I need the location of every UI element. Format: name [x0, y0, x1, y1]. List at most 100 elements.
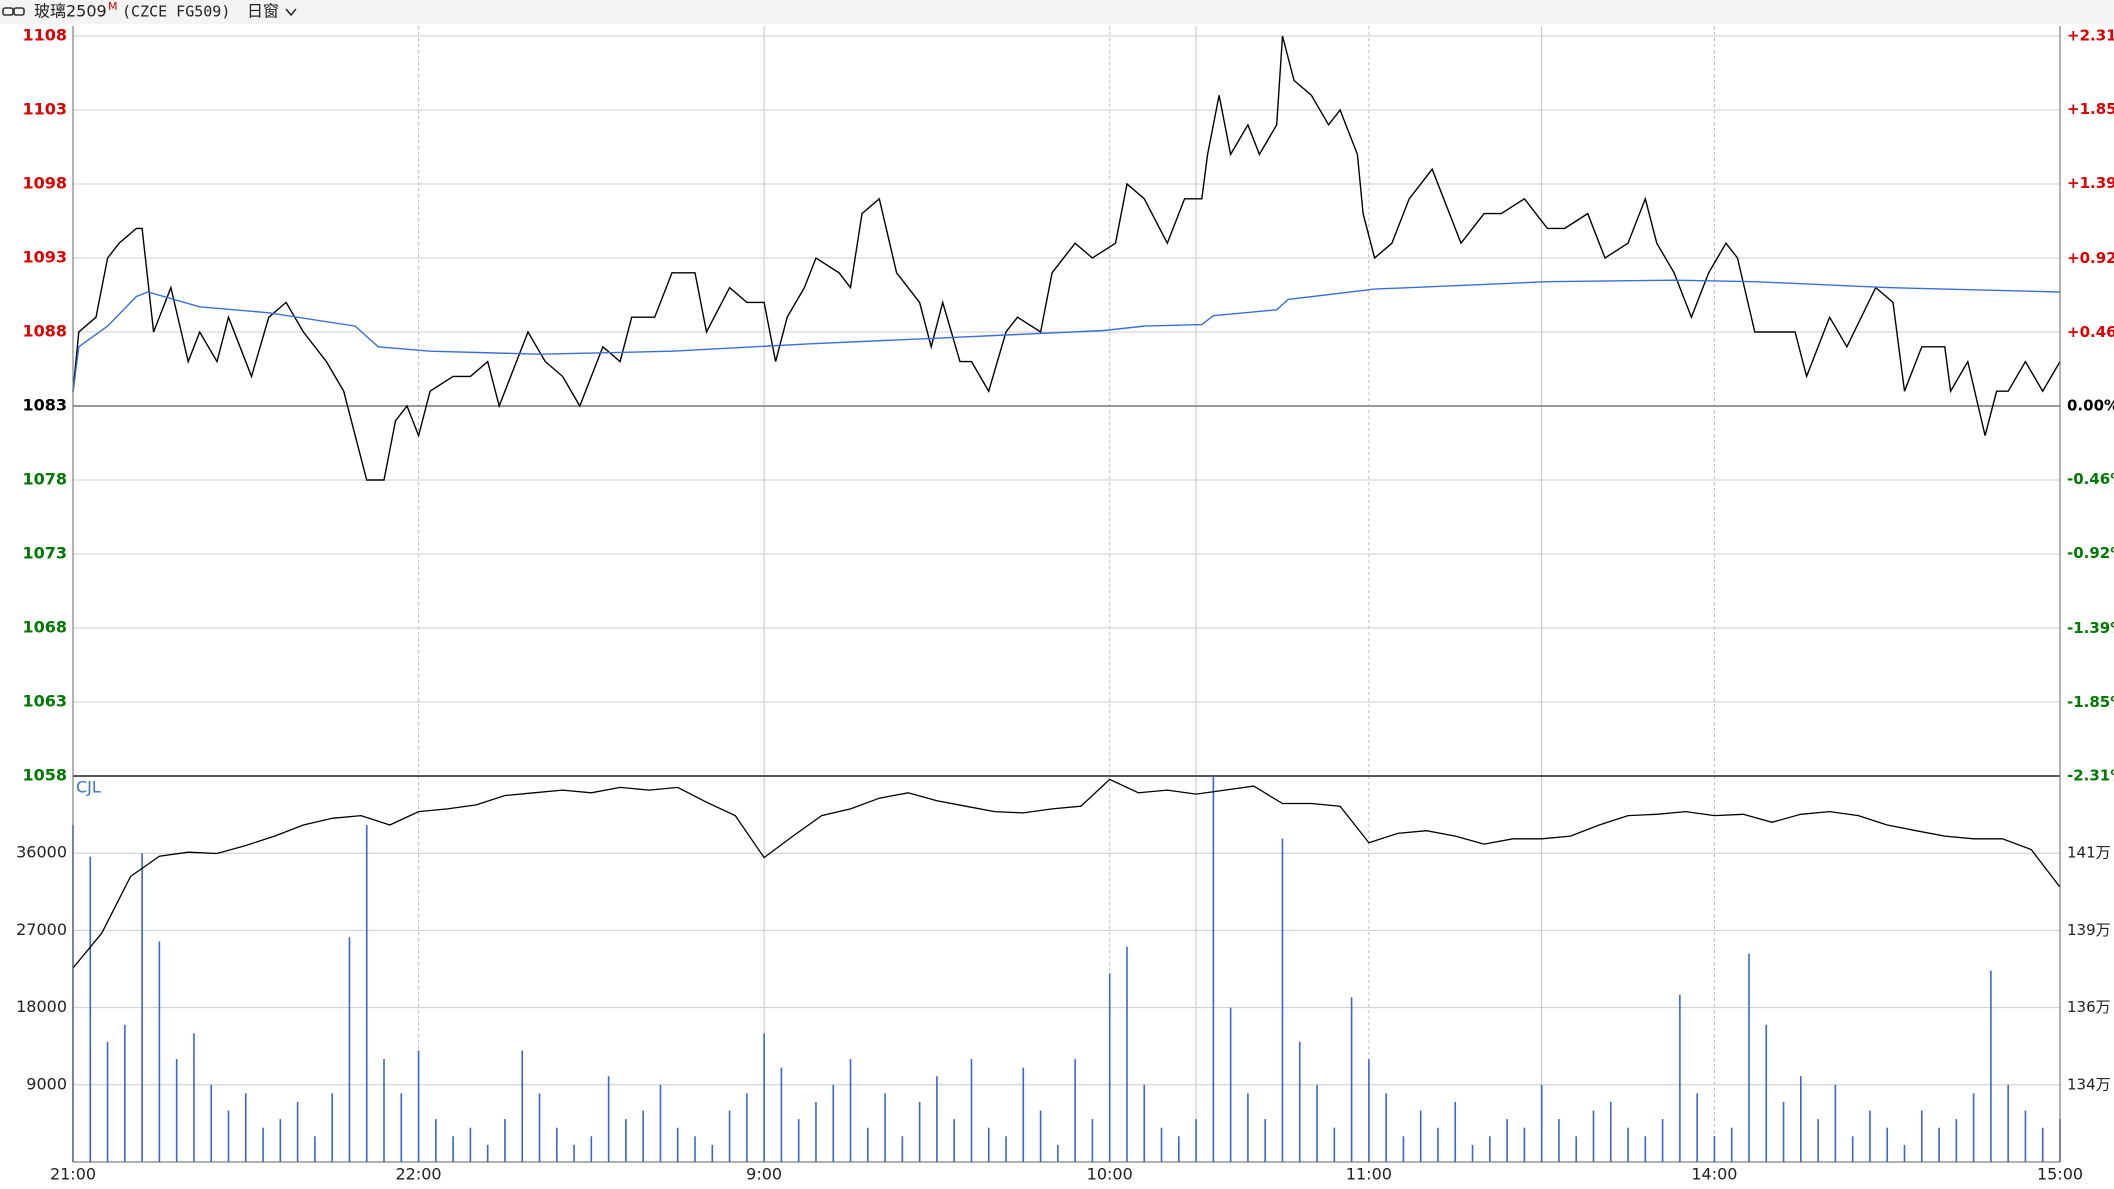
- volume-bar: [521, 1050, 524, 1162]
- symbol-name[interactable]: 玻璃2509: [34, 2, 107, 21]
- volume-bar: [1264, 1119, 1266, 1162]
- volume-bar: [314, 1136, 316, 1162]
- volume-bar: [331, 1093, 333, 1162]
- volume-bar: [849, 1059, 852, 1162]
- volume-bar: [1730, 1127, 1733, 1162]
- volume-bar: [1990, 970, 1992, 1162]
- volume-bar: [797, 1119, 800, 1162]
- y2-tick-label: +0.46%: [2067, 323, 2114, 341]
- volume-bar: [1108, 973, 1111, 1162]
- volume-bar: [1782, 1101, 1785, 1162]
- volume-bar: [1229, 1007, 1232, 1162]
- volume-bar: [1022, 1067, 1025, 1162]
- volume-bar: [227, 1110, 230, 1162]
- volume-bar: [1713, 1136, 1716, 1162]
- volume-bar: [1402, 1136, 1405, 1162]
- volume-bar: [1920, 1110, 1923, 1162]
- volume-bar: [210, 1084, 213, 1162]
- volume-bar: [158, 941, 161, 1162]
- volume-bar: [469, 1127, 472, 1162]
- volume-bar: [279, 1119, 282, 1162]
- symbol-code: (CZCE FG509): [122, 3, 230, 21]
- x-tick-label: 22:00: [396, 1165, 442, 1184]
- y-tick-label: 36000: [16, 843, 67, 862]
- y2-tick-label: 134万: [2067, 1075, 2111, 1093]
- volume-bar: [901, 1136, 904, 1162]
- volume-bar: [953, 1119, 955, 1162]
- y2-tick-label: -1.39%: [2067, 619, 2114, 637]
- link-icon: [2, 7, 25, 16]
- volume-bar: [1817, 1119, 1819, 1162]
- volume-bar: [555, 1127, 558, 1162]
- x-tick-label: 9:00: [746, 1165, 782, 1184]
- volume-bar: [1851, 1136, 1854, 1162]
- volume-bar: [780, 1067, 783, 1162]
- volume-bar: [1039, 1110, 1042, 1162]
- y-tick-label: 1058: [22, 766, 67, 785]
- volume-bar: [1074, 1059, 1076, 1162]
- volume-bar: [1350, 997, 1353, 1162]
- volume-bar: [728, 1110, 731, 1162]
- volume-bar: [2024, 1110, 2027, 1162]
- y2-tick-label: -1.85%: [2067, 693, 2114, 711]
- volume-bar: [2007, 1084, 2009, 1162]
- y2-tick-label: -0.46%: [2067, 470, 2114, 488]
- volume-bar: [1333, 1127, 1336, 1162]
- period-selector[interactable]: 日窗: [247, 2, 279, 21]
- volume-bar: [711, 1144, 714, 1162]
- volume-bar: [348, 937, 351, 1162]
- volume-bar: [417, 1050, 420, 1162]
- y-tick-label: 1098: [22, 174, 67, 193]
- volume-bar: [452, 1136, 454, 1162]
- volume-bar: [832, 1084, 835, 1162]
- volume-bar: [1178, 1136, 1180, 1162]
- volume-bar: [573, 1144, 575, 1162]
- open-interest-line: [72, 778, 2061, 969]
- volume-bar: [296, 1101, 299, 1162]
- volume-bar: [124, 1024, 126, 1162]
- volume-bar: [1298, 1041, 1301, 1162]
- volume-bar: [1385, 1093, 1387, 1162]
- volume-bar: [538, 1093, 541, 1162]
- y2-tick-label: 136万: [2067, 998, 2111, 1016]
- volume-bar: [1938, 1127, 1940, 1162]
- volume-bar: [987, 1127, 990, 1162]
- price-line: [72, 279, 2061, 393]
- volume-bar: [1592, 1110, 1595, 1162]
- y2-tick-label: +1.85%: [2067, 100, 2114, 118]
- volume-bar: [1627, 1127, 1629, 1162]
- volume-bar: [918, 1101, 921, 1162]
- volume-bar: [1765, 1024, 1768, 1162]
- volume-label: CJL: [76, 778, 101, 797]
- dropdown-arrow[interactable]: [285, 8, 297, 17]
- y-tick-label: 1083: [22, 396, 67, 415]
- volume-bar: [676, 1127, 679, 1162]
- volume-bar: [89, 856, 92, 1162]
- volume-bar: [1886, 1127, 1889, 1162]
- volume-bar: [1368, 1059, 1370, 1162]
- volume-bar: [1212, 776, 1215, 1162]
- volume-bar: [1834, 1084, 1837, 1162]
- volume-bar: [193, 1033, 195, 1162]
- volume-bar: [262, 1127, 264, 1162]
- y-tick-label: 1108: [22, 26, 67, 45]
- volume-bar: [659, 1084, 662, 1162]
- volume-bar: [970, 1059, 973, 1162]
- price-line: [72, 35, 2061, 481]
- y2-tick-label: 0.00%: [2067, 397, 2114, 415]
- volume-bar: [1419, 1110, 1422, 1162]
- volume-bar: [1955, 1119, 1958, 1162]
- volume-bar: [1575, 1136, 1578, 1162]
- volume-bar: [1679, 994, 1681, 1162]
- volume-bar: [1800, 1076, 1802, 1162]
- volume-bar: [607, 1076, 610, 1162]
- volume-bar: [175, 1059, 178, 1162]
- x-tick-label: 15:00: [2037, 1165, 2083, 1184]
- volume-bar: [106, 1041, 109, 1162]
- y-tick-label: 1078: [22, 470, 67, 489]
- volume-bar: [1748, 953, 1750, 1162]
- volume-bar: [1126, 946, 1128, 1162]
- volume-bar: [400, 1093, 403, 1162]
- volume-bar: [1471, 1144, 1474, 1162]
- y-tick-label: 9000: [26, 1074, 67, 1093]
